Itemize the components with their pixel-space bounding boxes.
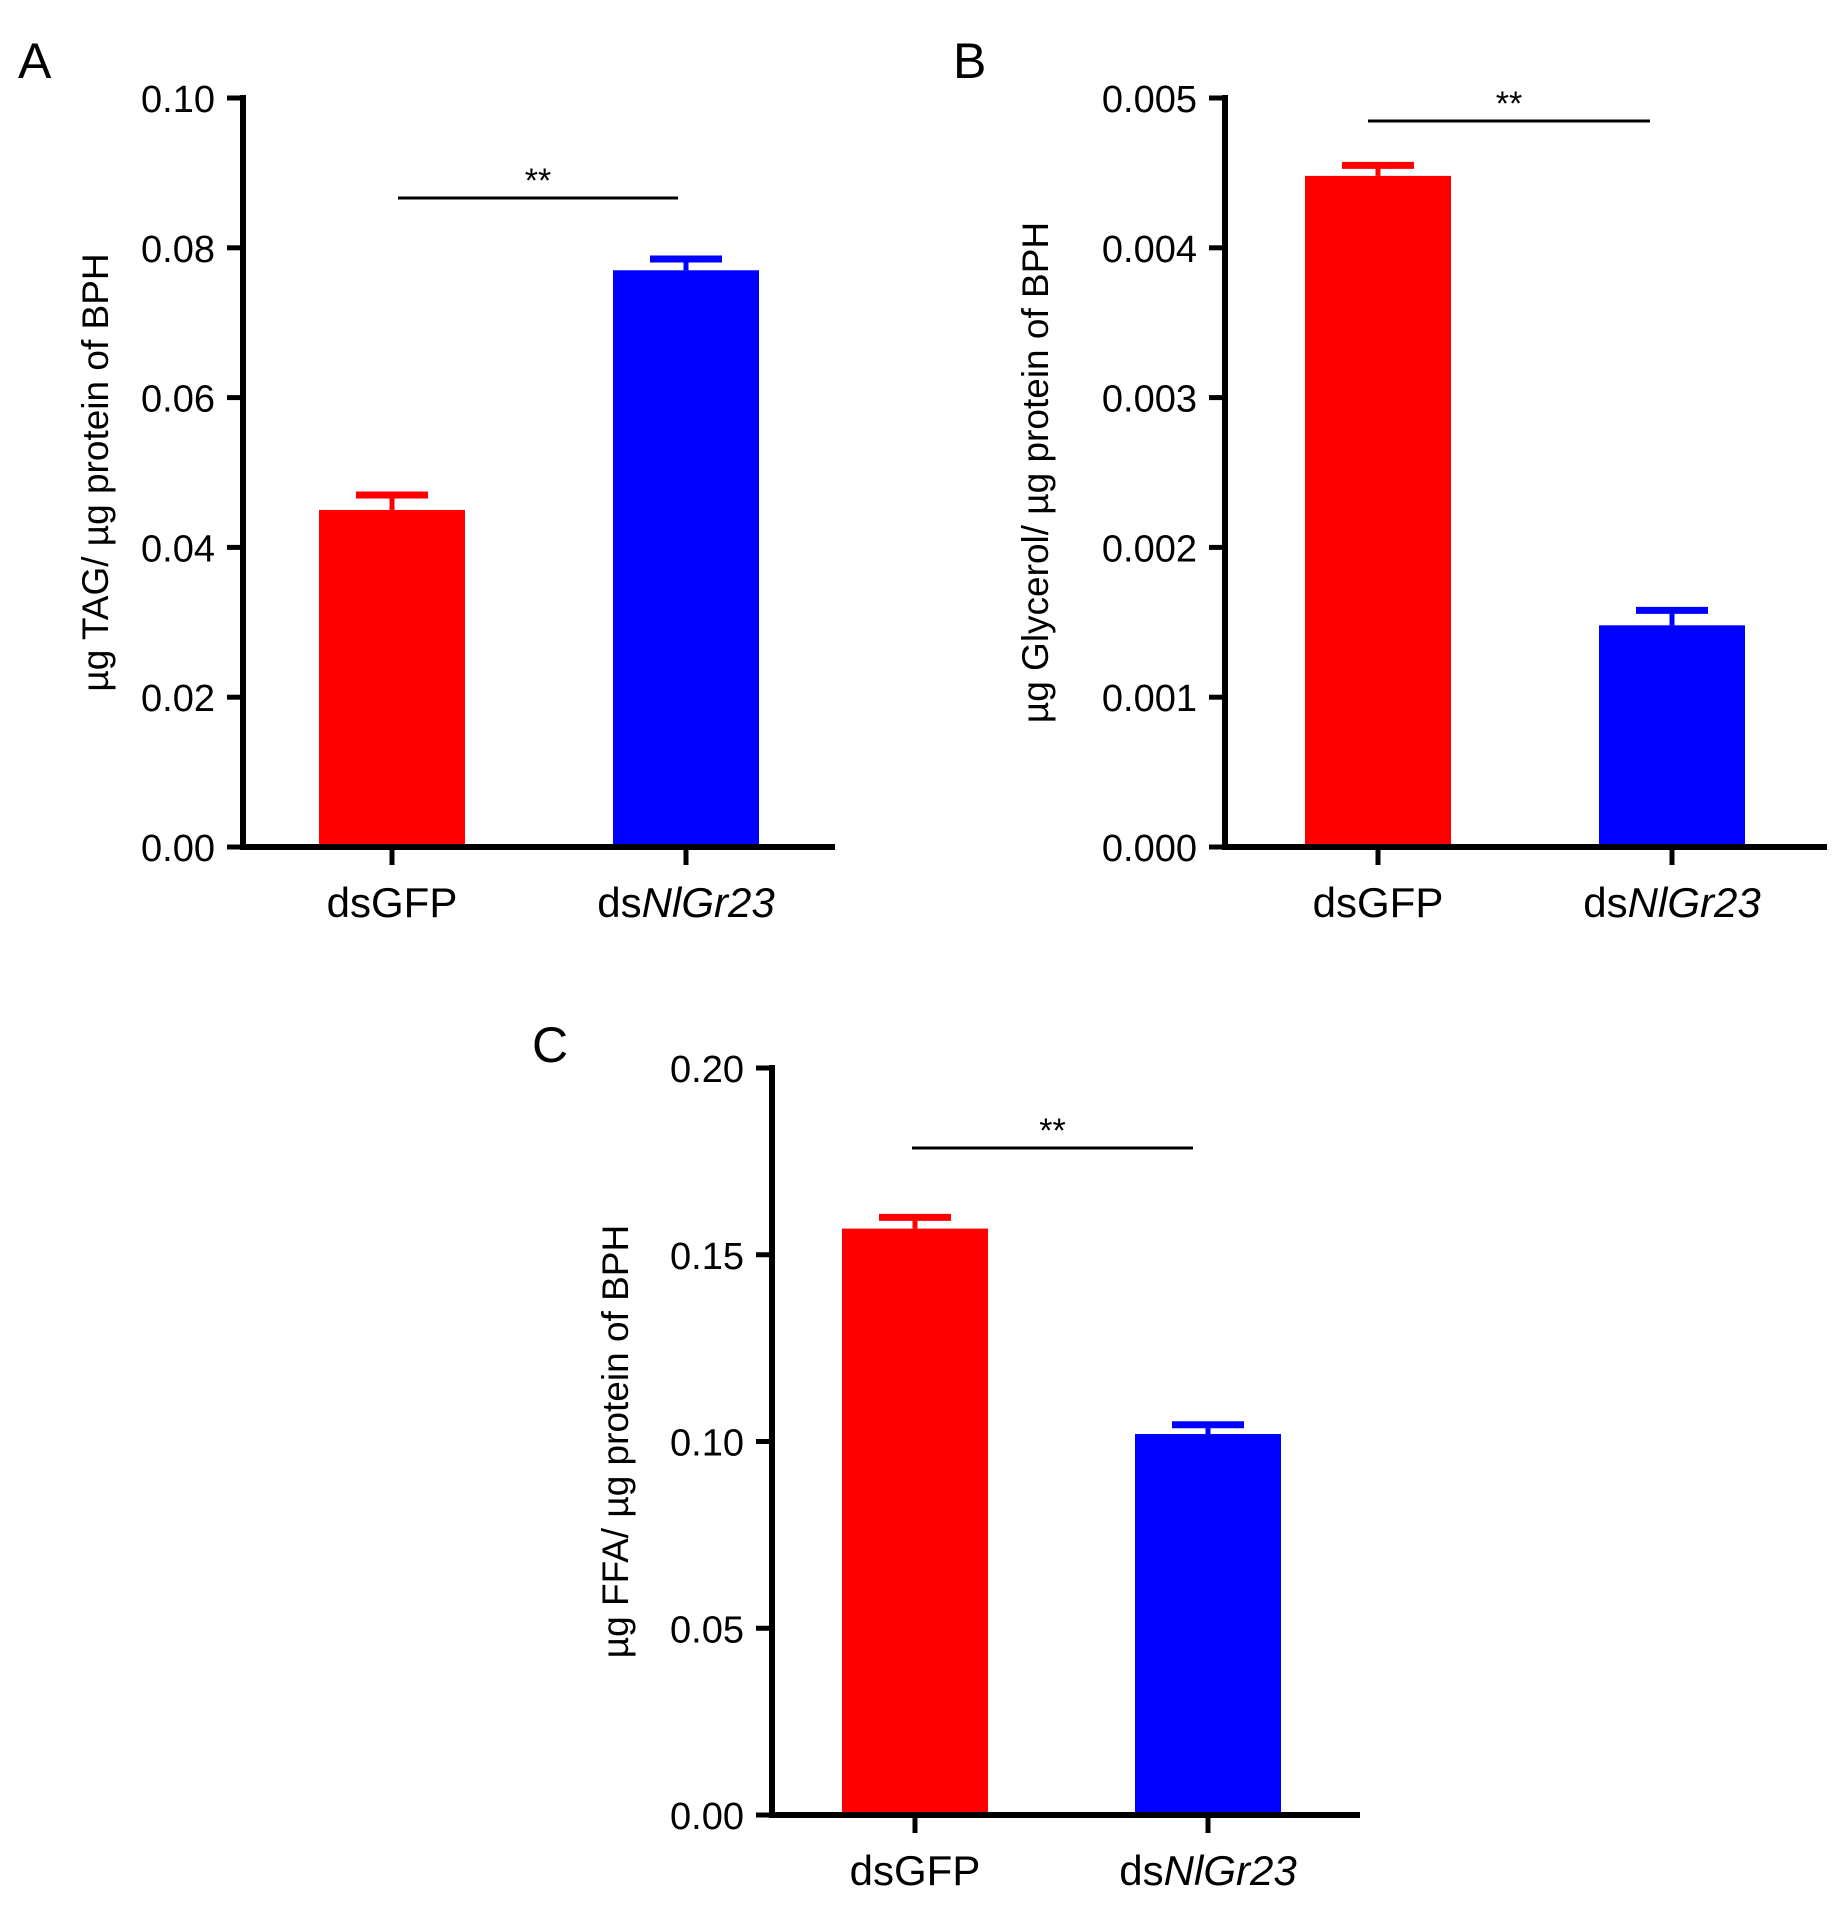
y-tick-label: 0.00 bbox=[670, 1796, 744, 1838]
y-axis-label: µg Glycerol/ µg protein of BPH bbox=[1015, 222, 1056, 723]
category-prefix: ds bbox=[1583, 879, 1627, 926]
y-tick-label: 0.04 bbox=[141, 528, 215, 570]
y-axis-label: µg FFA/ µg protein of BPH bbox=[595, 1225, 636, 1658]
bar-treatment bbox=[1135, 1434, 1281, 1815]
y-tick-label: 0.001 bbox=[1102, 678, 1197, 720]
y-tick-label: 0.00 bbox=[141, 828, 215, 870]
x-tick-label: dsGFP bbox=[1313, 879, 1444, 926]
category-name: NlGr23 bbox=[1628, 879, 1761, 926]
category-name: GFP bbox=[1357, 879, 1443, 926]
significance-label: ** bbox=[525, 162, 551, 200]
category-prefix: ds bbox=[1119, 1847, 1163, 1894]
y-tick-label: 0.05 bbox=[670, 1609, 744, 1651]
bar-control bbox=[319, 509, 465, 847]
y-axis-label: µg TAG/ µg protein of BPH bbox=[75, 253, 116, 691]
y-tick-label: 0.06 bbox=[141, 379, 215, 421]
x-tick-label: dsNlGr23 bbox=[1583, 879, 1760, 926]
panel-letter: A bbox=[18, 33, 52, 89]
category-name: GFP bbox=[894, 1847, 980, 1894]
y-tick-label: 0.15 bbox=[670, 1236, 744, 1278]
category-prefix: ds bbox=[1313, 879, 1357, 926]
y-tick-label: 0.002 bbox=[1102, 528, 1197, 570]
category-prefix: ds bbox=[327, 879, 371, 926]
x-tick-label: dsNlGr23 bbox=[597, 879, 774, 926]
y-tick-label: 0.003 bbox=[1102, 379, 1197, 421]
bar-control bbox=[1305, 175, 1451, 847]
category-name: NlGr23 bbox=[642, 879, 775, 926]
panel-letter: B bbox=[953, 33, 986, 89]
significance-label: ** bbox=[1039, 1112, 1065, 1150]
y-tick-label: 0.02 bbox=[141, 678, 215, 720]
category-prefix: ds bbox=[850, 1847, 894, 1894]
significance-label: ** bbox=[1496, 85, 1522, 123]
bar-treatment bbox=[613, 270, 759, 847]
y-tick-label: 0.10 bbox=[670, 1423, 744, 1465]
category-name: NlGr23 bbox=[1164, 1847, 1297, 1894]
y-tick-label: 0.000 bbox=[1102, 828, 1197, 870]
y-tick-label: 0.004 bbox=[1102, 229, 1197, 271]
bar-treatment bbox=[1599, 625, 1745, 847]
y-tick-label: 0.10 bbox=[141, 79, 215, 121]
y-tick-label: 0.005 bbox=[1102, 79, 1197, 121]
x-tick-label: dsNlGr23 bbox=[1119, 1847, 1296, 1894]
y-tick-label: 0.20 bbox=[670, 1049, 744, 1091]
category-prefix: ds bbox=[597, 879, 641, 926]
y-tick-label: 0.08 bbox=[141, 229, 215, 271]
x-tick-label: dsGFP bbox=[327, 879, 458, 926]
panel-letter: C bbox=[532, 1017, 568, 1073]
bar-control bbox=[842, 1228, 988, 1815]
x-tick-label: dsGFP bbox=[850, 1847, 981, 1894]
category-name: GFP bbox=[371, 879, 457, 926]
